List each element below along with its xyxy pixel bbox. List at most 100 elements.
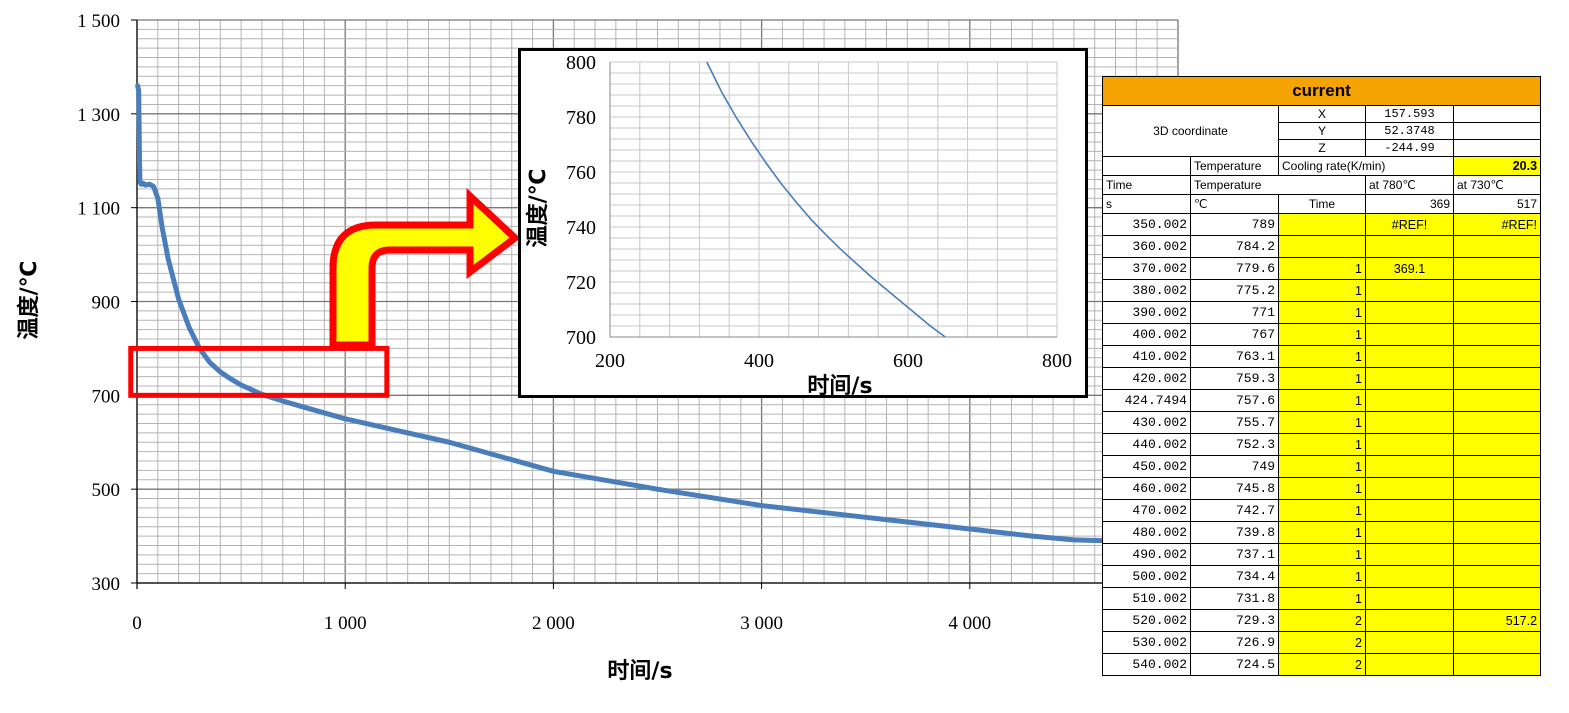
temperature-cell[interactable]: 775.2 (1190, 279, 1279, 302)
at-730-cell[interactable] (1452, 367, 1542, 390)
flag-cell[interactable]: 2 (1278, 653, 1366, 676)
at-780-cell[interactable]: 369.1 (1365, 257, 1454, 280)
unit-seconds[interactable]: s (1102, 194, 1191, 214)
time-cell[interactable]: 540.002 (1102, 653, 1191, 676)
header-at-780[interactable]: at 780℃ (1365, 175, 1454, 195)
time-cell[interactable]: 370.002 (1102, 257, 1191, 280)
flag-cell[interactable]: 1 (1278, 433, 1366, 456)
at-780-cell[interactable] (1365, 433, 1454, 456)
flag-cell[interactable]: 2 (1278, 609, 1366, 632)
time-cell[interactable]: 450.002 (1102, 455, 1191, 478)
temperature-cell[interactable]: 767 (1190, 323, 1279, 346)
flag-cell[interactable]: 1 (1278, 301, 1366, 324)
time-cell[interactable]: 520.002 (1102, 609, 1191, 632)
time-cell[interactable]: 390.002 (1102, 301, 1191, 324)
time-at-780[interactable]: 369 (1365, 194, 1454, 214)
cooling-rate-label[interactable]: Cooling rate(K/min) (1278, 156, 1454, 176)
header-time[interactable]: Time (1102, 175, 1191, 195)
sheet-title[interactable]: current (1101, 76, 1542, 106)
at-730-cell[interactable] (1452, 653, 1542, 676)
flag-cell[interactable]: 2 (1278, 631, 1366, 654)
unit-celsius[interactable]: ℃ (1190, 194, 1279, 214)
flag-cell[interactable]: 1 (1278, 455, 1366, 478)
flag-cell[interactable]: 1 (1278, 477, 1366, 500)
unit-time[interactable]: Time (1278, 194, 1366, 214)
at-730-cell[interactable] (1452, 389, 1542, 412)
at-780-cell[interactable] (1365, 235, 1454, 258)
temperature-cell[interactable]: 784.2 (1190, 235, 1279, 258)
time-cell[interactable]: 424.7494 (1102, 389, 1191, 412)
at-730-cell[interactable]: #REF! (1452, 213, 1542, 236)
flag-cell[interactable]: 1 (1278, 411, 1366, 434)
time-cell[interactable]: 420.002 (1102, 367, 1191, 390)
temperature-cell[interactable]: 737.1 (1190, 543, 1279, 566)
header-temperature[interactable]: Temperature (1190, 175, 1366, 195)
temperature-cell[interactable]: 729.3 (1190, 609, 1279, 632)
time-cell[interactable]: 350.002 (1102, 213, 1191, 236)
coord-value-z[interactable]: -244.99 (1365, 139, 1454, 157)
at-730-cell[interactable] (1452, 499, 1542, 522)
at-780-cell[interactable] (1365, 301, 1454, 324)
at-730-cell[interactable] (1452, 455, 1542, 478)
at-730-cell[interactable] (1452, 279, 1542, 302)
at-780-cell[interactable] (1365, 411, 1454, 434)
coord-value-x[interactable]: 157.593 (1365, 105, 1454, 123)
flag-cell[interactable]: 1 (1278, 323, 1366, 346)
flag-cell[interactable] (1278, 235, 1366, 258)
at-780-cell[interactable] (1365, 587, 1454, 610)
time-cell[interactable]: 530.002 (1102, 631, 1191, 654)
time-cell[interactable]: 470.002 (1102, 499, 1191, 522)
time-cell[interactable]: 380.002 (1102, 279, 1191, 302)
temperature-cell[interactable]: 771 (1190, 301, 1279, 324)
at-730-cell[interactable] (1452, 543, 1542, 566)
temperature-cell[interactable]: 749 (1190, 455, 1279, 478)
flag-cell[interactable]: 1 (1278, 521, 1366, 544)
flag-cell[interactable] (1278, 213, 1366, 236)
temperature-cell[interactable]: 742.7 (1190, 499, 1279, 522)
temperature-cell[interactable]: 734.4 (1190, 565, 1279, 588)
temperature-cell[interactable]: 789 (1190, 213, 1279, 236)
time-cell[interactable]: 510.002 (1102, 587, 1191, 610)
at-780-cell[interactable] (1365, 279, 1454, 302)
coord-value-y[interactable]: 52.3748 (1365, 122, 1454, 140)
flag-cell[interactable]: 1 (1278, 543, 1366, 566)
at-780-cell[interactable] (1365, 521, 1454, 544)
flag-cell[interactable]: 1 (1278, 587, 1366, 610)
temperature-cell[interactable]: 726.9 (1190, 631, 1279, 654)
time-cell[interactable]: 500.002 (1102, 565, 1191, 588)
temperature-cell[interactable]: 752.3 (1190, 433, 1279, 456)
flag-cell[interactable]: 1 (1278, 279, 1366, 302)
temperature-cell[interactable]: 755.7 (1190, 411, 1279, 434)
temperature-cell[interactable]: 763.1 (1190, 345, 1279, 368)
time-cell[interactable]: 490.002 (1102, 543, 1191, 566)
temperature-cell[interactable]: 731.8 (1190, 587, 1279, 610)
cooling-rate-value[interactable]: 20.3 (1452, 156, 1542, 176)
time-cell[interactable]: 410.002 (1102, 345, 1191, 368)
at-780-cell[interactable] (1365, 565, 1454, 588)
at-730-cell[interactable]: 517.2 (1452, 609, 1542, 632)
temperature-cell[interactable]: 757.6 (1190, 389, 1279, 412)
time-cell[interactable]: 400.002 (1102, 323, 1191, 346)
flag-cell[interactable]: 1 (1278, 367, 1366, 390)
coord-axis-z[interactable]: Z (1278, 139, 1366, 157)
flag-cell[interactable]: 1 (1278, 345, 1366, 368)
at-780-cell[interactable] (1365, 455, 1454, 478)
at-730-cell[interactable] (1452, 477, 1542, 500)
temperature-cell[interactable]: 759.3 (1190, 367, 1279, 390)
header-at-730[interactable]: at 730℃ (1452, 175, 1542, 195)
at-730-cell[interactable] (1452, 521, 1542, 544)
at-730-cell[interactable] (1452, 631, 1542, 654)
at-730-cell[interactable] (1452, 345, 1542, 368)
time-cell[interactable]: 440.002 (1102, 433, 1191, 456)
at-780-cell[interactable] (1365, 631, 1454, 654)
time-cell[interactable]: 360.002 (1102, 235, 1191, 258)
at-780-cell[interactable]: #REF! (1365, 213, 1454, 236)
at-730-cell[interactable] (1452, 257, 1542, 280)
empty-cell[interactable] (1452, 122, 1542, 140)
temperature-label-cell[interactable]: Temperature (1190, 156, 1279, 176)
at-730-cell[interactable] (1452, 565, 1542, 588)
flag-cell[interactable]: 1 (1278, 257, 1366, 280)
temperature-cell[interactable]: 739.8 (1190, 521, 1279, 544)
at-780-cell[interactable] (1365, 477, 1454, 500)
at-730-cell[interactable] (1452, 433, 1542, 456)
